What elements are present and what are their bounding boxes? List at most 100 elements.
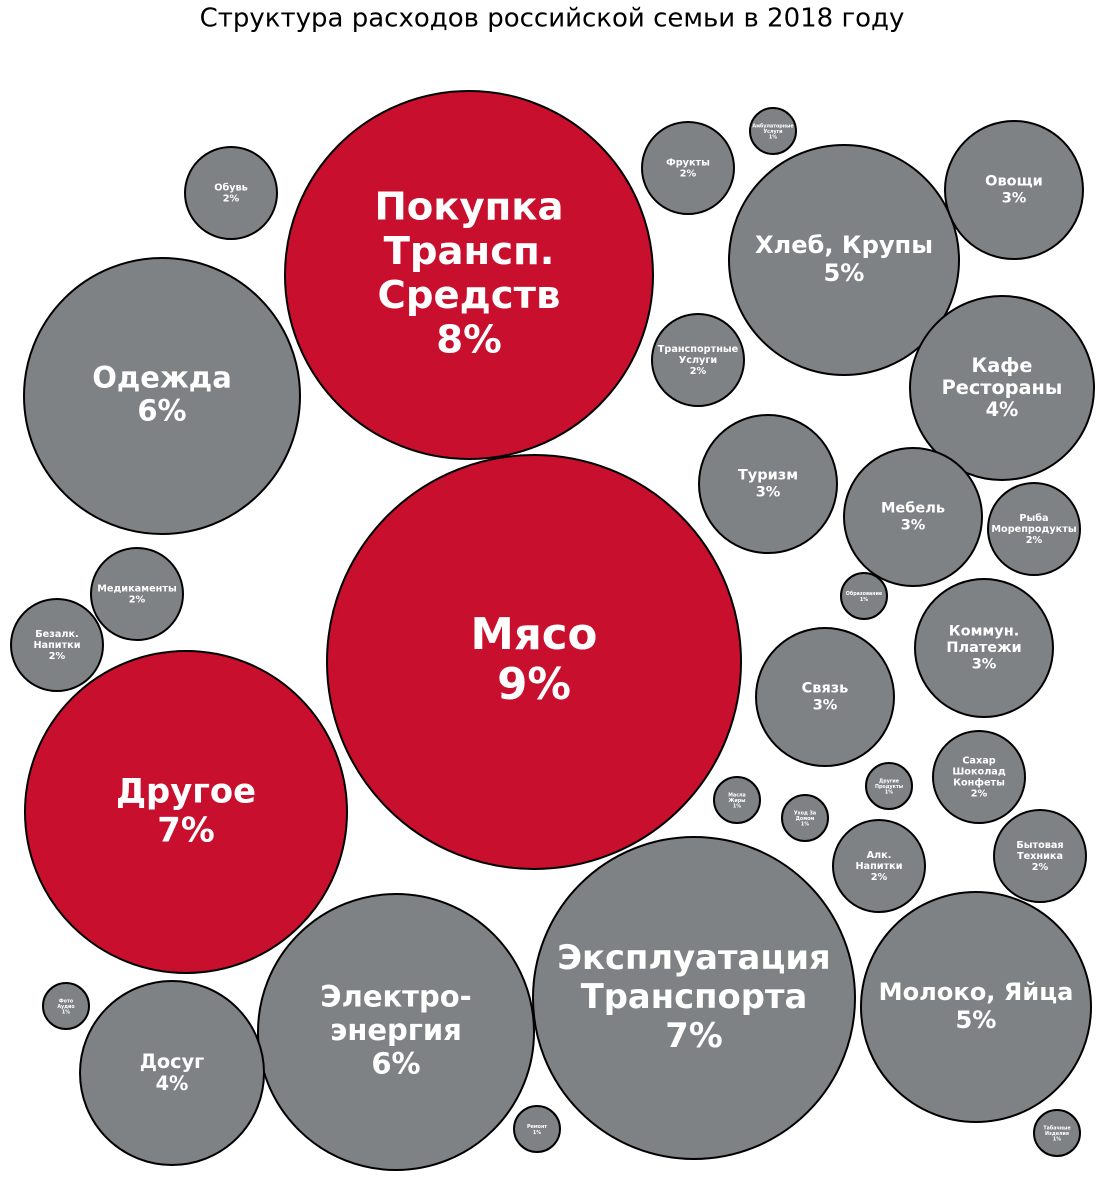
label-line: Напитки	[855, 861, 902, 872]
label-line: энергия	[330, 1013, 462, 1047]
bubble	[781, 794, 829, 842]
bubble-label: Электро-энергия 6%	[320, 980, 471, 1081]
bubble	[755, 627, 895, 767]
value-label: 6%	[371, 1046, 420, 1080]
bubble-label: Досуг 4%	[140, 1049, 205, 1094]
label-line: Кафе	[972, 353, 1033, 376]
label-line: Одежда	[92, 360, 232, 394]
label-line: Ремонт	[527, 1124, 547, 1130]
bubble-label: Амбулаторные Услуги 1%	[752, 122, 794, 140]
value-label: 2%	[871, 872, 888, 883]
label-line: Безалк.	[35, 629, 78, 640]
value-label: 7%	[157, 810, 214, 849]
value-label: 4%	[986, 398, 1019, 421]
bubble-label: Рыба Морепродукты 2%	[991, 512, 1076, 546]
label-line: Другое	[116, 771, 256, 810]
value-label: 3%	[756, 484, 781, 500]
label-line: Обувь	[214, 181, 248, 193]
label-line: Другие	[879, 778, 900, 784]
label-line: Туризм	[738, 468, 798, 484]
bubble-label: Фото Аудио 1%	[57, 998, 75, 1015]
bubble	[932, 730, 1026, 824]
bubble	[42, 982, 90, 1030]
value-label: 6%	[137, 394, 186, 428]
bubble	[987, 482, 1081, 576]
bubble	[944, 120, 1084, 260]
value-label: 2%	[971, 789, 988, 800]
value-label: 2%	[1032, 862, 1049, 873]
bubble-label: Табачные Изделия 1%	[1043, 1124, 1071, 1142]
label-line: Сахар	[962, 755, 995, 766]
bubble	[698, 414, 838, 554]
bubble-label: Медикаменты 2%	[97, 583, 177, 605]
bubble	[24, 650, 348, 974]
value-label: 2%	[1026, 535, 1043, 546]
bubble-label: Уход За Домом 1%	[794, 810, 816, 827]
label-line: Коммун.	[949, 623, 1020, 639]
value-label: 3%	[901, 517, 926, 533]
label-line: Эксплуатация	[557, 938, 831, 977]
bubble	[840, 572, 888, 620]
chart-title: Структура расходов российской семьи в 20…	[200, 4, 905, 34]
label-line: Напитки	[33, 640, 80, 651]
label-line: Мебель	[881, 501, 945, 517]
value-label: 1%	[860, 596, 868, 602]
bubble-label: Молоко, Яйца 5%	[879, 978, 1074, 1034]
label-line: Досуг	[140, 1049, 205, 1072]
label-line: Изделия	[1045, 1131, 1069, 1137]
bubble-label: Кафе Рестораны 4%	[942, 353, 1063, 420]
value-label: 1%	[62, 1009, 70, 1015]
label-line: Аудио	[57, 1004, 75, 1010]
bubble	[641, 121, 735, 215]
label-line: Электро-	[320, 980, 471, 1014]
bubble-label: Обувь 2%	[214, 181, 248, 204]
label-line: Транспорта	[581, 977, 808, 1016]
label-line: Алк.	[867, 850, 892, 861]
label-line: Морепродукты	[991, 524, 1076, 535]
label-line: Покупка	[375, 184, 564, 229]
bubble	[513, 1105, 561, 1153]
value-label: 1%	[885, 789, 893, 795]
label-line: Хлеб, Крупы	[755, 231, 933, 259]
value-label: 8%	[436, 317, 502, 362]
bubble-label: Ремонт 1%	[527, 1124, 547, 1136]
value-label: 2%	[680, 169, 697, 180]
label-line: Рыба	[1019, 512, 1048, 524]
bubble	[993, 809, 1087, 903]
bubble-label: Хлеб, Крупы 5%	[755, 231, 933, 287]
label-line: Амбулаторные	[752, 122, 794, 129]
bubble	[284, 90, 654, 460]
label-line: Услуги	[679, 355, 717, 366]
label-line: Образование	[846, 590, 883, 597]
bubble-label: Туризм 3%	[738, 468, 798, 501]
bubble-label: Фрукты 2%	[666, 157, 710, 179]
bubble	[23, 257, 301, 535]
bubble	[532, 836, 856, 1160]
label-line: Техника	[1017, 851, 1063, 862]
value-label: 1%	[733, 803, 741, 809]
label-line: Шоколад	[952, 766, 1005, 777]
bubble-label: Мясо 9%	[471, 610, 598, 710]
value-label: 2%	[223, 194, 240, 205]
label-line: Платежи	[946, 640, 1021, 656]
bubble	[728, 144, 960, 376]
bubble-label: Покупка Трансп. Средств 8%	[375, 184, 564, 362]
label-line: Связь	[802, 681, 849, 697]
value-label: 2%	[49, 651, 66, 662]
label-line: Фото	[59, 998, 74, 1004]
label-line: Молоко, Яйца	[879, 978, 1074, 1006]
bubble	[651, 313, 745, 407]
value-label: 3%	[1002, 190, 1027, 206]
bubble-label: Мебель 3%	[881, 501, 945, 534]
bubble	[914, 578, 1054, 718]
value-label: 7%	[665, 1015, 722, 1054]
bubble	[865, 762, 913, 810]
label-line: Уход За	[794, 810, 816, 816]
bubble-label: Эксплуатация Транспорта 7%	[557, 938, 831, 1055]
label-line: Мясо	[471, 610, 598, 660]
bubble	[184, 146, 278, 240]
bubble-label: Овощи 3%	[985, 174, 1043, 207]
bubble	[10, 598, 104, 692]
bubble	[79, 980, 265, 1166]
